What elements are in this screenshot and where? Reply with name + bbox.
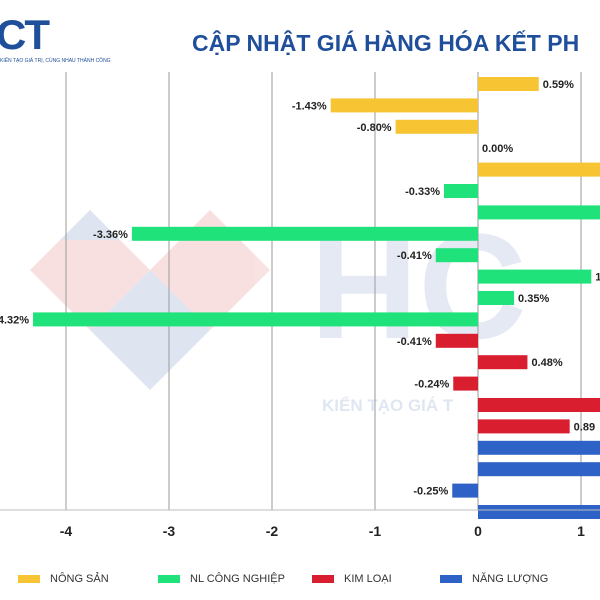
data-label: -0.33% <box>405 186 440 198</box>
legend: NÔNG SẢN NL CÔNG NGHIỆP KIM LOẠI NĂNG LƯ… <box>0 573 600 593</box>
data-label: -0.41% <box>397 250 432 262</box>
legend-label: NÔNG SẢN <box>50 573 109 585</box>
legend-swatch <box>158 575 180 583</box>
legend-swatch <box>312 575 334 583</box>
bar <box>478 419 570 434</box>
data-label: -3.36% <box>93 229 128 241</box>
bar <box>435 248 478 263</box>
bar <box>478 398 600 412</box>
bar <box>478 269 592 284</box>
bar <box>478 462 600 477</box>
data-label: 0.59% <box>543 79 574 91</box>
legend-swatch <box>440 575 462 583</box>
data-label: 0.48% <box>531 357 562 369</box>
bar <box>478 355 528 370</box>
bar <box>444 184 478 198</box>
legend-item-nang-luong: NĂNG LƯỢNG <box>440 573 548 585</box>
bar <box>330 98 478 113</box>
bar <box>478 505 600 519</box>
bar <box>478 162 600 177</box>
x-tick-label: -3 <box>163 523 176 539</box>
data-label: -0.24% <box>414 379 449 391</box>
x-tick-label: -2 <box>266 523 279 539</box>
bar <box>478 291 515 305</box>
bar <box>395 119 478 134</box>
data-label: 0.89 <box>574 421 595 433</box>
legend-label: NL CÔNG NGHIỆP <box>190 573 285 585</box>
data-label: -0.80% <box>357 122 392 134</box>
data-label: 0.00% <box>482 143 513 155</box>
bar <box>478 205 600 220</box>
bar <box>478 440 600 455</box>
legend-swatch <box>18 575 40 583</box>
legend-label: NĂNG LƯỢNG <box>472 573 549 585</box>
x-tick-label: 1 <box>577 523 585 539</box>
bar <box>33 312 478 327</box>
data-label: -0.25% <box>413 486 448 498</box>
legend-label: KIM LOẠI <box>344 573 392 585</box>
data-label: 0.35% <box>518 293 549 305</box>
bar <box>453 376 478 391</box>
bar <box>131 226 479 241</box>
x-tick-label: -1 <box>369 523 382 539</box>
bar <box>478 77 539 91</box>
legend-item-nong-san: NÔNG SẢN <box>18 573 109 585</box>
chart-title: CẬP NHẬT GIÁ HÀNG HÓA KẾT PH <box>192 30 580 56</box>
data-label: -0.41% <box>397 336 432 348</box>
data-label: -4.32% <box>0 314 29 326</box>
x-tick-label: 0 <box>474 523 482 539</box>
data-label: 1. <box>595 272 600 284</box>
data-label: -1.43% <box>292 100 327 112</box>
logo-text: CT <box>0 11 50 58</box>
legend-item-kim-loai: KIM LOẠI <box>312 573 392 585</box>
logo-subtitle: KIẾN TẠO GIÁ TRỊ, CÙNG NHAU THÀNH CÔNG <box>0 58 111 64</box>
company-logo: CT KIẾN TẠO GIÁ TRỊ, CÙNG NHAU THÀNH CÔN… <box>0 11 111 74</box>
bar <box>452 483 478 498</box>
bar <box>435 333 478 348</box>
legend-item-nl-cong-nghiep: NL CÔNG NGHIỆP <box>158 573 285 585</box>
x-tick-label: -4 <box>60 523 73 539</box>
